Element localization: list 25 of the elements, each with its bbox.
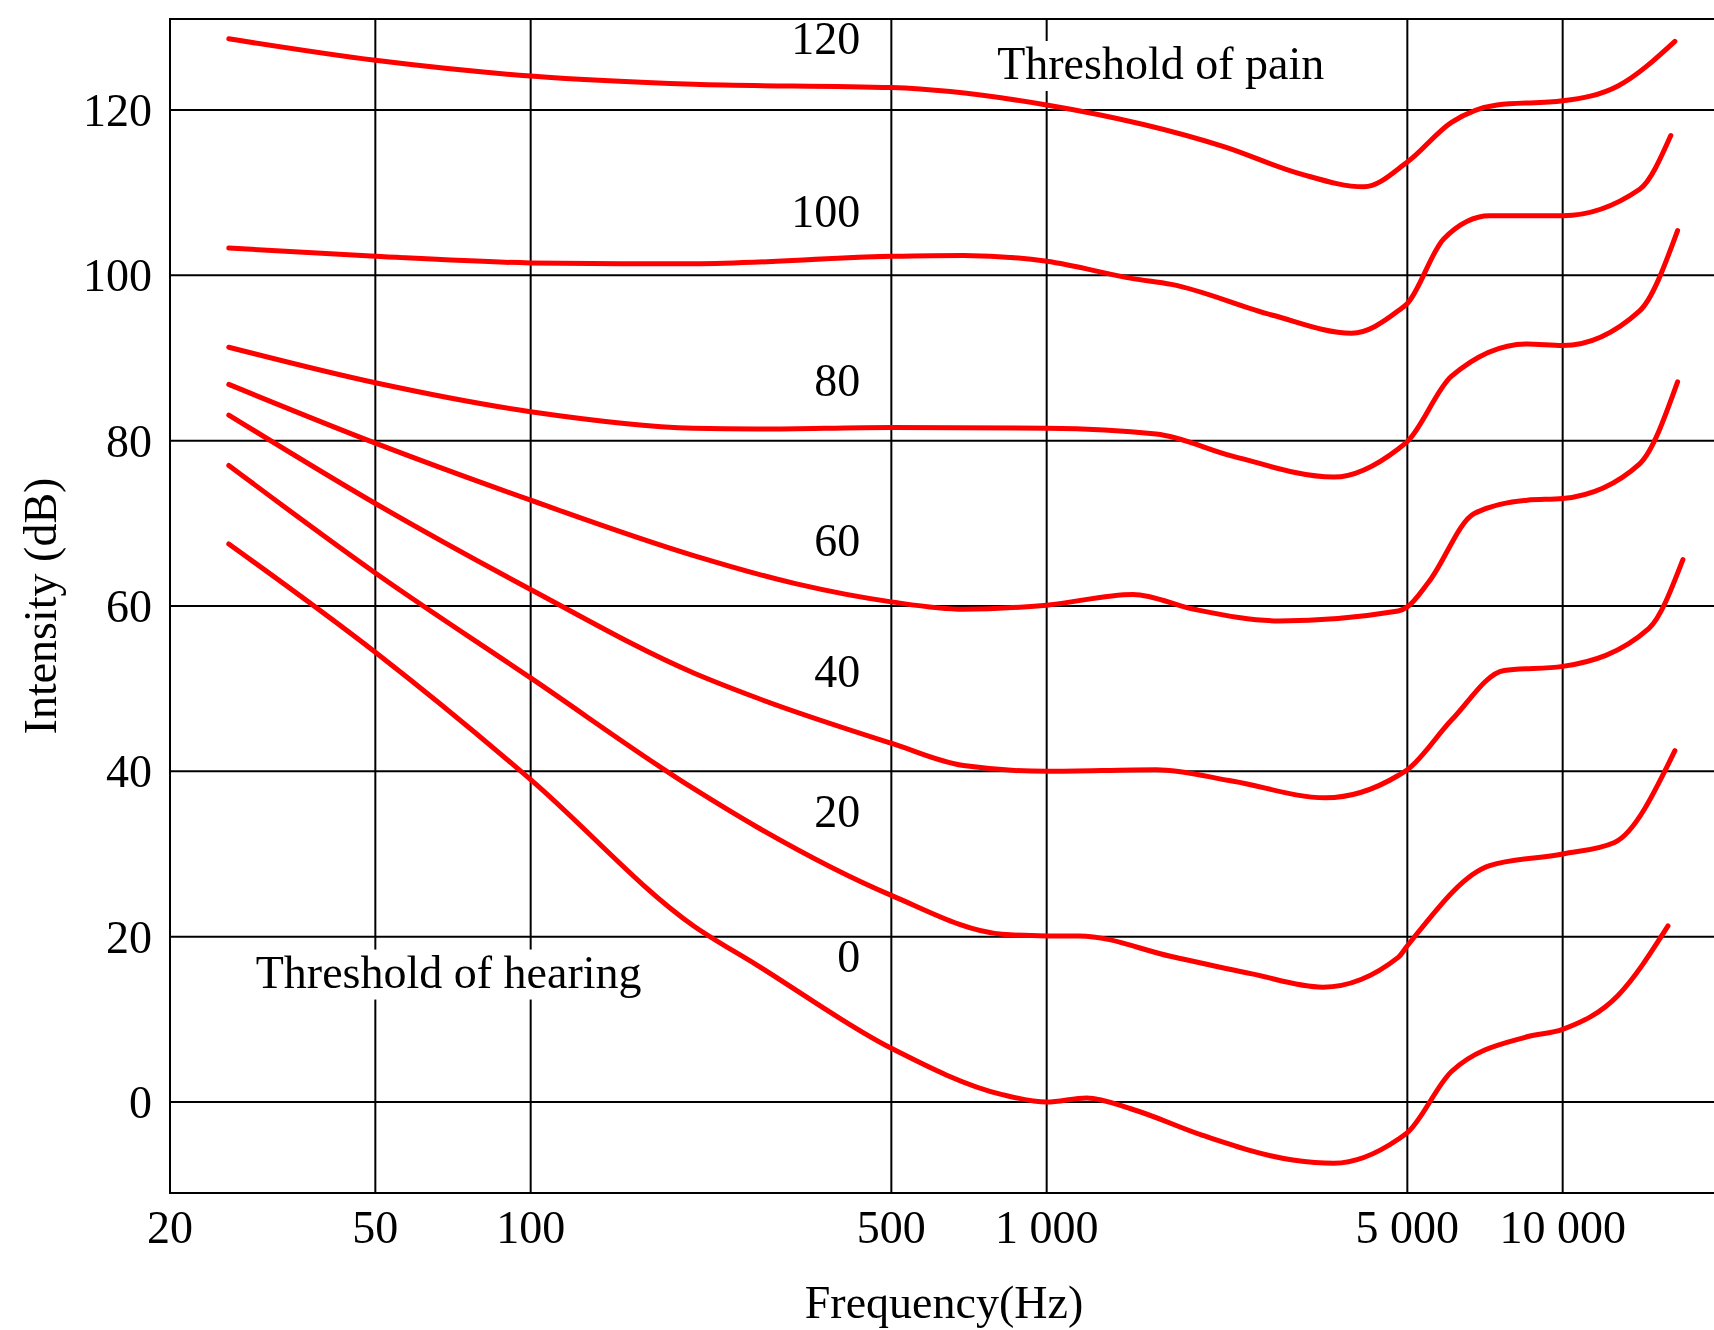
annotation: 40 [814,646,861,698]
x-tick-label: 5 000 [1355,1202,1460,1253]
y-tick-label: 60 [106,581,152,633]
y-tick-label: 0 [129,1077,152,1129]
annotation: 20 [814,786,861,838]
x-tick-label: 10 000 [1499,1202,1626,1253]
x-tick-label: 1 000 [994,1202,1099,1253]
x-tick-label: 100 [496,1202,566,1253]
annotation: 0 [837,931,861,983]
annotation: Threshold of hearing [255,946,642,998]
y-axis-title: Intensity (dB) [15,477,66,735]
annotation: 100 [791,185,861,237]
x-tick-label: 50 [352,1202,399,1253]
annotation: 60 [814,515,861,567]
y-tick-label: 20 [106,911,152,963]
x-tick-label: 20 [147,1202,193,1253]
x-tick-label: 500 [856,1202,926,1253]
y-tick-label: 120 [83,85,152,137]
annotation: 120 [791,13,861,65]
x-axis-title: Frequency(Hz) [804,1277,1084,1328]
y-tick-label: 80 [106,415,152,467]
annotation: 80 [814,355,861,407]
annotation: Threshold of pain [997,38,1325,89]
y-tick-label: 40 [106,746,152,798]
y-tick-label: 100 [83,250,152,302]
